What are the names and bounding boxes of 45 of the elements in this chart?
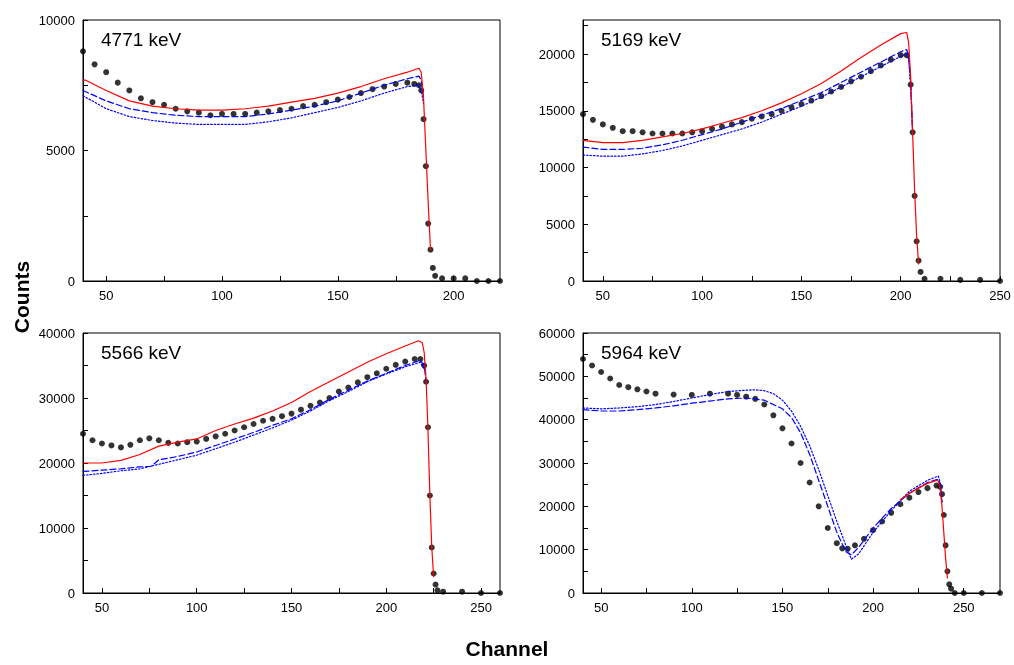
- y-tick-label: 0: [67, 273, 75, 289]
- x-tick-label: 50: [593, 600, 609, 615]
- x-tick-label: 150: [326, 288, 349, 303]
- y-tick-label: 5000: [546, 216, 575, 232]
- y-tick-label: 40000: [38, 325, 75, 341]
- y-tick-label: 20000: [38, 455, 75, 471]
- x-tick-label: 150: [790, 288, 813, 303]
- y-tick-label: 10000: [538, 542, 575, 558]
- x-tick-label: 250: [470, 600, 492, 615]
- x-tick-label: 200: [375, 600, 398, 615]
- y-tick-label: 60000: [538, 325, 575, 341]
- x-tick-label: 200: [889, 288, 912, 303]
- y-tick-label: 40000: [538, 412, 575, 428]
- x-tick-label: 150: [280, 600, 303, 615]
- annotation: 5169 keV: [601, 29, 682, 50]
- annotation: 5566 keV: [101, 342, 182, 363]
- x-tick-label: 100: [680, 600, 703, 615]
- y-tick-label: 20000: [538, 498, 575, 514]
- x-tick-label: 150: [771, 600, 794, 615]
- x-tick-label: 100: [691, 288, 713, 303]
- y-tick-label: 0: [567, 585, 575, 601]
- y-tick-label: 10000: [538, 160, 575, 176]
- x-tick-label: 250: [989, 288, 1011, 303]
- y-tick-label: 30000: [538, 455, 575, 471]
- y-tick-label: 10000: [38, 12, 75, 28]
- x-tick-label: 50: [98, 288, 114, 303]
- x-tick-label: 50: [595, 288, 611, 303]
- x-tick-label: 200: [442, 288, 465, 303]
- x-tick-label: 100: [211, 288, 233, 303]
- y-tick-label: 30000: [38, 390, 75, 406]
- y-tick-label: 10000: [38, 520, 75, 536]
- x-tick-label: 250: [952, 600, 975, 615]
- x-tick-label: 50: [94, 600, 110, 615]
- y-tick-label: 15000: [538, 103, 575, 119]
- y-tick-label: 0: [67, 585, 75, 601]
- annotation: 4771 keV: [101, 29, 182, 50]
- x-tick-label: 200: [862, 600, 884, 615]
- y-tick-label: 20000: [538, 46, 575, 62]
- y-tick-label: 5000: [46, 143, 75, 158]
- annotation: 5964 keV: [601, 342, 682, 363]
- x-axis-title: Channel: [464, 637, 550, 661]
- x-tick-label: 100: [185, 600, 208, 615]
- y-tick-label: 0: [567, 273, 575, 289]
- y-tick-label: 50000: [538, 368, 575, 384]
- y-axis-title: Counts: [10, 259, 34, 336]
